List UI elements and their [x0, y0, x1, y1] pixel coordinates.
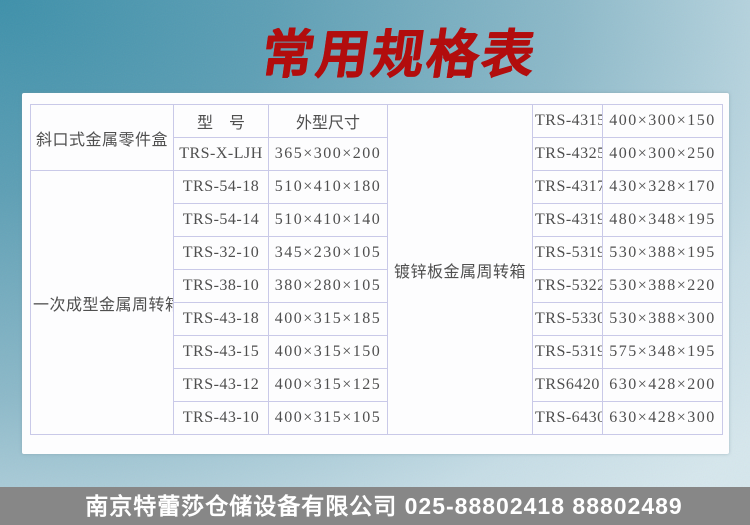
size-cell: 630×428×300 [602, 401, 723, 435]
table-row: TRS-32-10 345×230×105 TRS-5319 530×388×1… [31, 236, 723, 270]
table-row: TRS-43-10 400×315×105 TRS-6430 630×428×3… [31, 401, 723, 435]
size-cell: 530×388×195 [602, 236, 723, 270]
size-cell: 345×230×105 [268, 236, 388, 270]
model-cell: TRS-5330 [532, 302, 603, 336]
size-cell: 510×410×180 [268, 170, 388, 204]
table-row: TRS-43-18 400×315×185 TRS-5330 530×388×3… [31, 302, 723, 336]
model-cell: TRS-5319 [532, 335, 603, 369]
model-cell: TRS-43-18 [173, 302, 269, 336]
size-cell: 400×315×125 [268, 368, 388, 402]
size-cell: 400×315×105 [268, 401, 388, 435]
table-row: TRS-43-12 400×315×125 TRS6420 630×428×20… [31, 368, 723, 402]
table-row: 一次成型金属周转箱 TRS-54-18 510×410×180 TRS-4317… [30, 170, 723, 435]
model-cell: TRS6420 [532, 368, 603, 402]
size-cell: 400×315×185 [268, 302, 388, 336]
model-cell: TRS-5322 [532, 269, 603, 303]
model-cell: TRS-4317 [532, 170, 603, 204]
model-cell: TRS-5319 [532, 236, 603, 270]
category-cell-one-step-formed-turnover-box: 一次成型金属周转箱 [30, 170, 174, 435]
model-cell: TRS-X-LJH [173, 137, 269, 171]
model-cell: TRS-4319 [532, 203, 603, 237]
category-cell-galvanized-turnover-box: 镀锌板金属周转箱 [387, 104, 533, 435]
spec-table-panel: 斜口式金属零件盒 型 号 外型尺寸 镀锌板金属周转箱 TRS-4315 400×… [22, 93, 729, 454]
column-header-model: 型 号 [173, 104, 269, 138]
model-cell: TRS-54-18 [173, 170, 269, 204]
size-cell: 630×428×200 [602, 368, 723, 402]
table-row: TRS-54-14 510×410×140 TRS-4319 480×348×1… [31, 203, 723, 237]
model-cell: TRS-54-14 [173, 203, 269, 237]
category-cell-slant-mouth-parts-box: 斜口式金属零件盒 [30, 104, 174, 171]
table-row: 斜口式金属零件盒 型 号 外型尺寸 镀锌板金属周转箱 TRS-4315 400×… [30, 104, 723, 435]
spec-table: 斜口式金属零件盒 型 号 外型尺寸 镀锌板金属周转箱 TRS-4315 400×… [30, 104, 723, 435]
model-cell: TRS-43-10 [173, 401, 269, 435]
model-cell: TRS-43-15 [173, 335, 269, 369]
size-cell: 365×300×200 [268, 137, 388, 171]
table-row: TRS-43-15 400×315×150 TRS-5319 575×348×1… [31, 335, 723, 369]
size-cell: 510×410×140 [268, 203, 388, 237]
model-cell: TRS-4315 [532, 104, 603, 138]
size-cell: 530×388×300 [602, 302, 723, 336]
size-cell: 575×348×195 [602, 335, 723, 369]
footer-company-info: 南京特蕾莎仓储设备有限公司 025-88802418 88802489 [0, 487, 750, 525]
size-cell: 430×328×170 [602, 170, 723, 204]
size-cell: 380×280×105 [268, 269, 388, 303]
table-row: TRS-X-LJH 365×300×200 TRS-4325 400×300×2… [31, 137, 723, 171]
size-cell: 530×388×220 [602, 269, 723, 303]
page-title: 常用规格表 [257, 26, 541, 84]
model-cell: TRS-43-12 [173, 368, 269, 402]
column-header-size: 外型尺寸 [268, 104, 388, 138]
model-cell: TRS-38-10 [173, 269, 269, 303]
table-row: TRS-38-10 380×280×105 TRS-5322 530×388×2… [31, 269, 723, 303]
model-cell: TRS-32-10 [173, 236, 269, 270]
model-cell: TRS-4325 [532, 137, 603, 171]
model-cell: TRS-6430 [532, 401, 603, 435]
size-cell: 400×300×250 [602, 137, 723, 171]
size-cell: 480×348×195 [602, 203, 723, 237]
size-cell: 400×300×150 [602, 104, 723, 138]
size-cell: 400×315×150 [268, 335, 388, 369]
